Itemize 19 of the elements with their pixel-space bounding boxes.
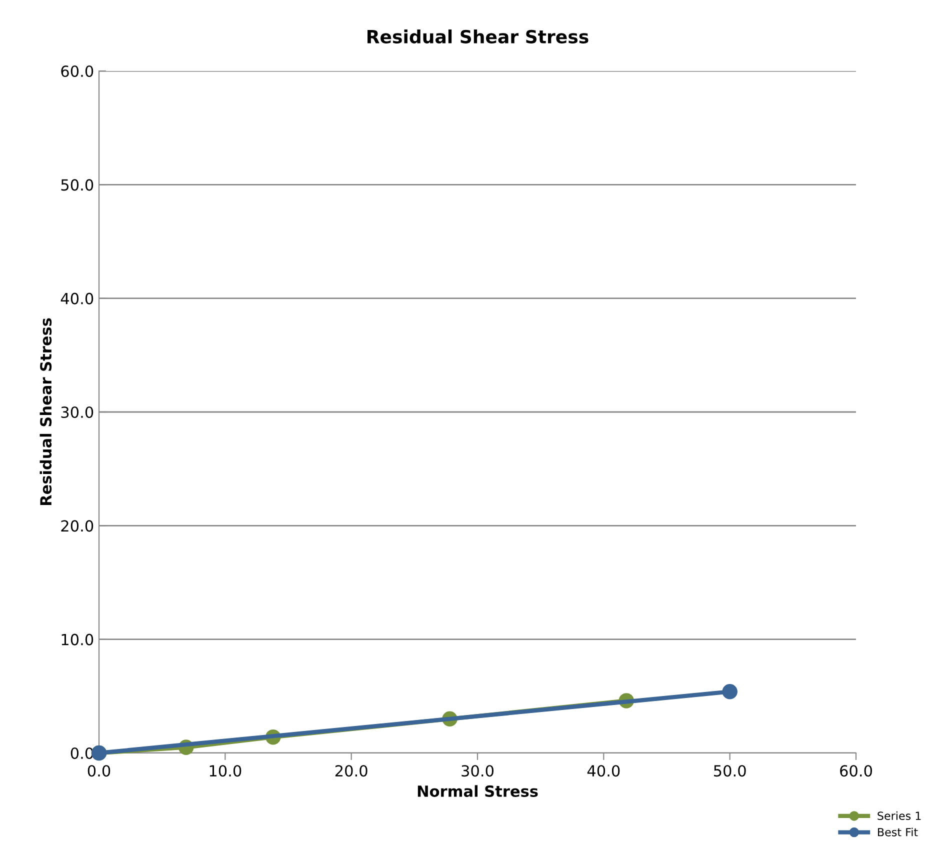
y-tick-label: 20.0: [61, 520, 94, 532]
y-tick-label: 60.0: [61, 65, 94, 78]
y-tick-label: 30.0: [61, 406, 94, 418]
legend-label: Best Fit: [878, 828, 918, 836]
point: [722, 684, 738, 700]
x-tick-label: 60.0: [840, 765, 872, 777]
y-axis-title: Residual Shear Stress: [40, 318, 52, 506]
x-tick-label: 40.0: [587, 765, 620, 777]
legend-label: Series 1: [878, 811, 921, 820]
x-tick-label: 0.0: [88, 765, 110, 777]
x-tick-label: 50.0: [714, 765, 746, 777]
y-tick-label: 50.0: [61, 179, 94, 191]
x-tick-label: 30.0: [462, 765, 494, 777]
x-tick-label: 10.0: [210, 765, 242, 777]
chart-title: Residual Shear Stress: [368, 30, 588, 44]
x-axis-title: Normal Stress: [418, 785, 538, 797]
x-tick-label: 20.0: [335, 765, 368, 777]
y-tick-label: 10.0: [62, 634, 94, 646]
y-tick-label: 40.0: [60, 292, 94, 304]
